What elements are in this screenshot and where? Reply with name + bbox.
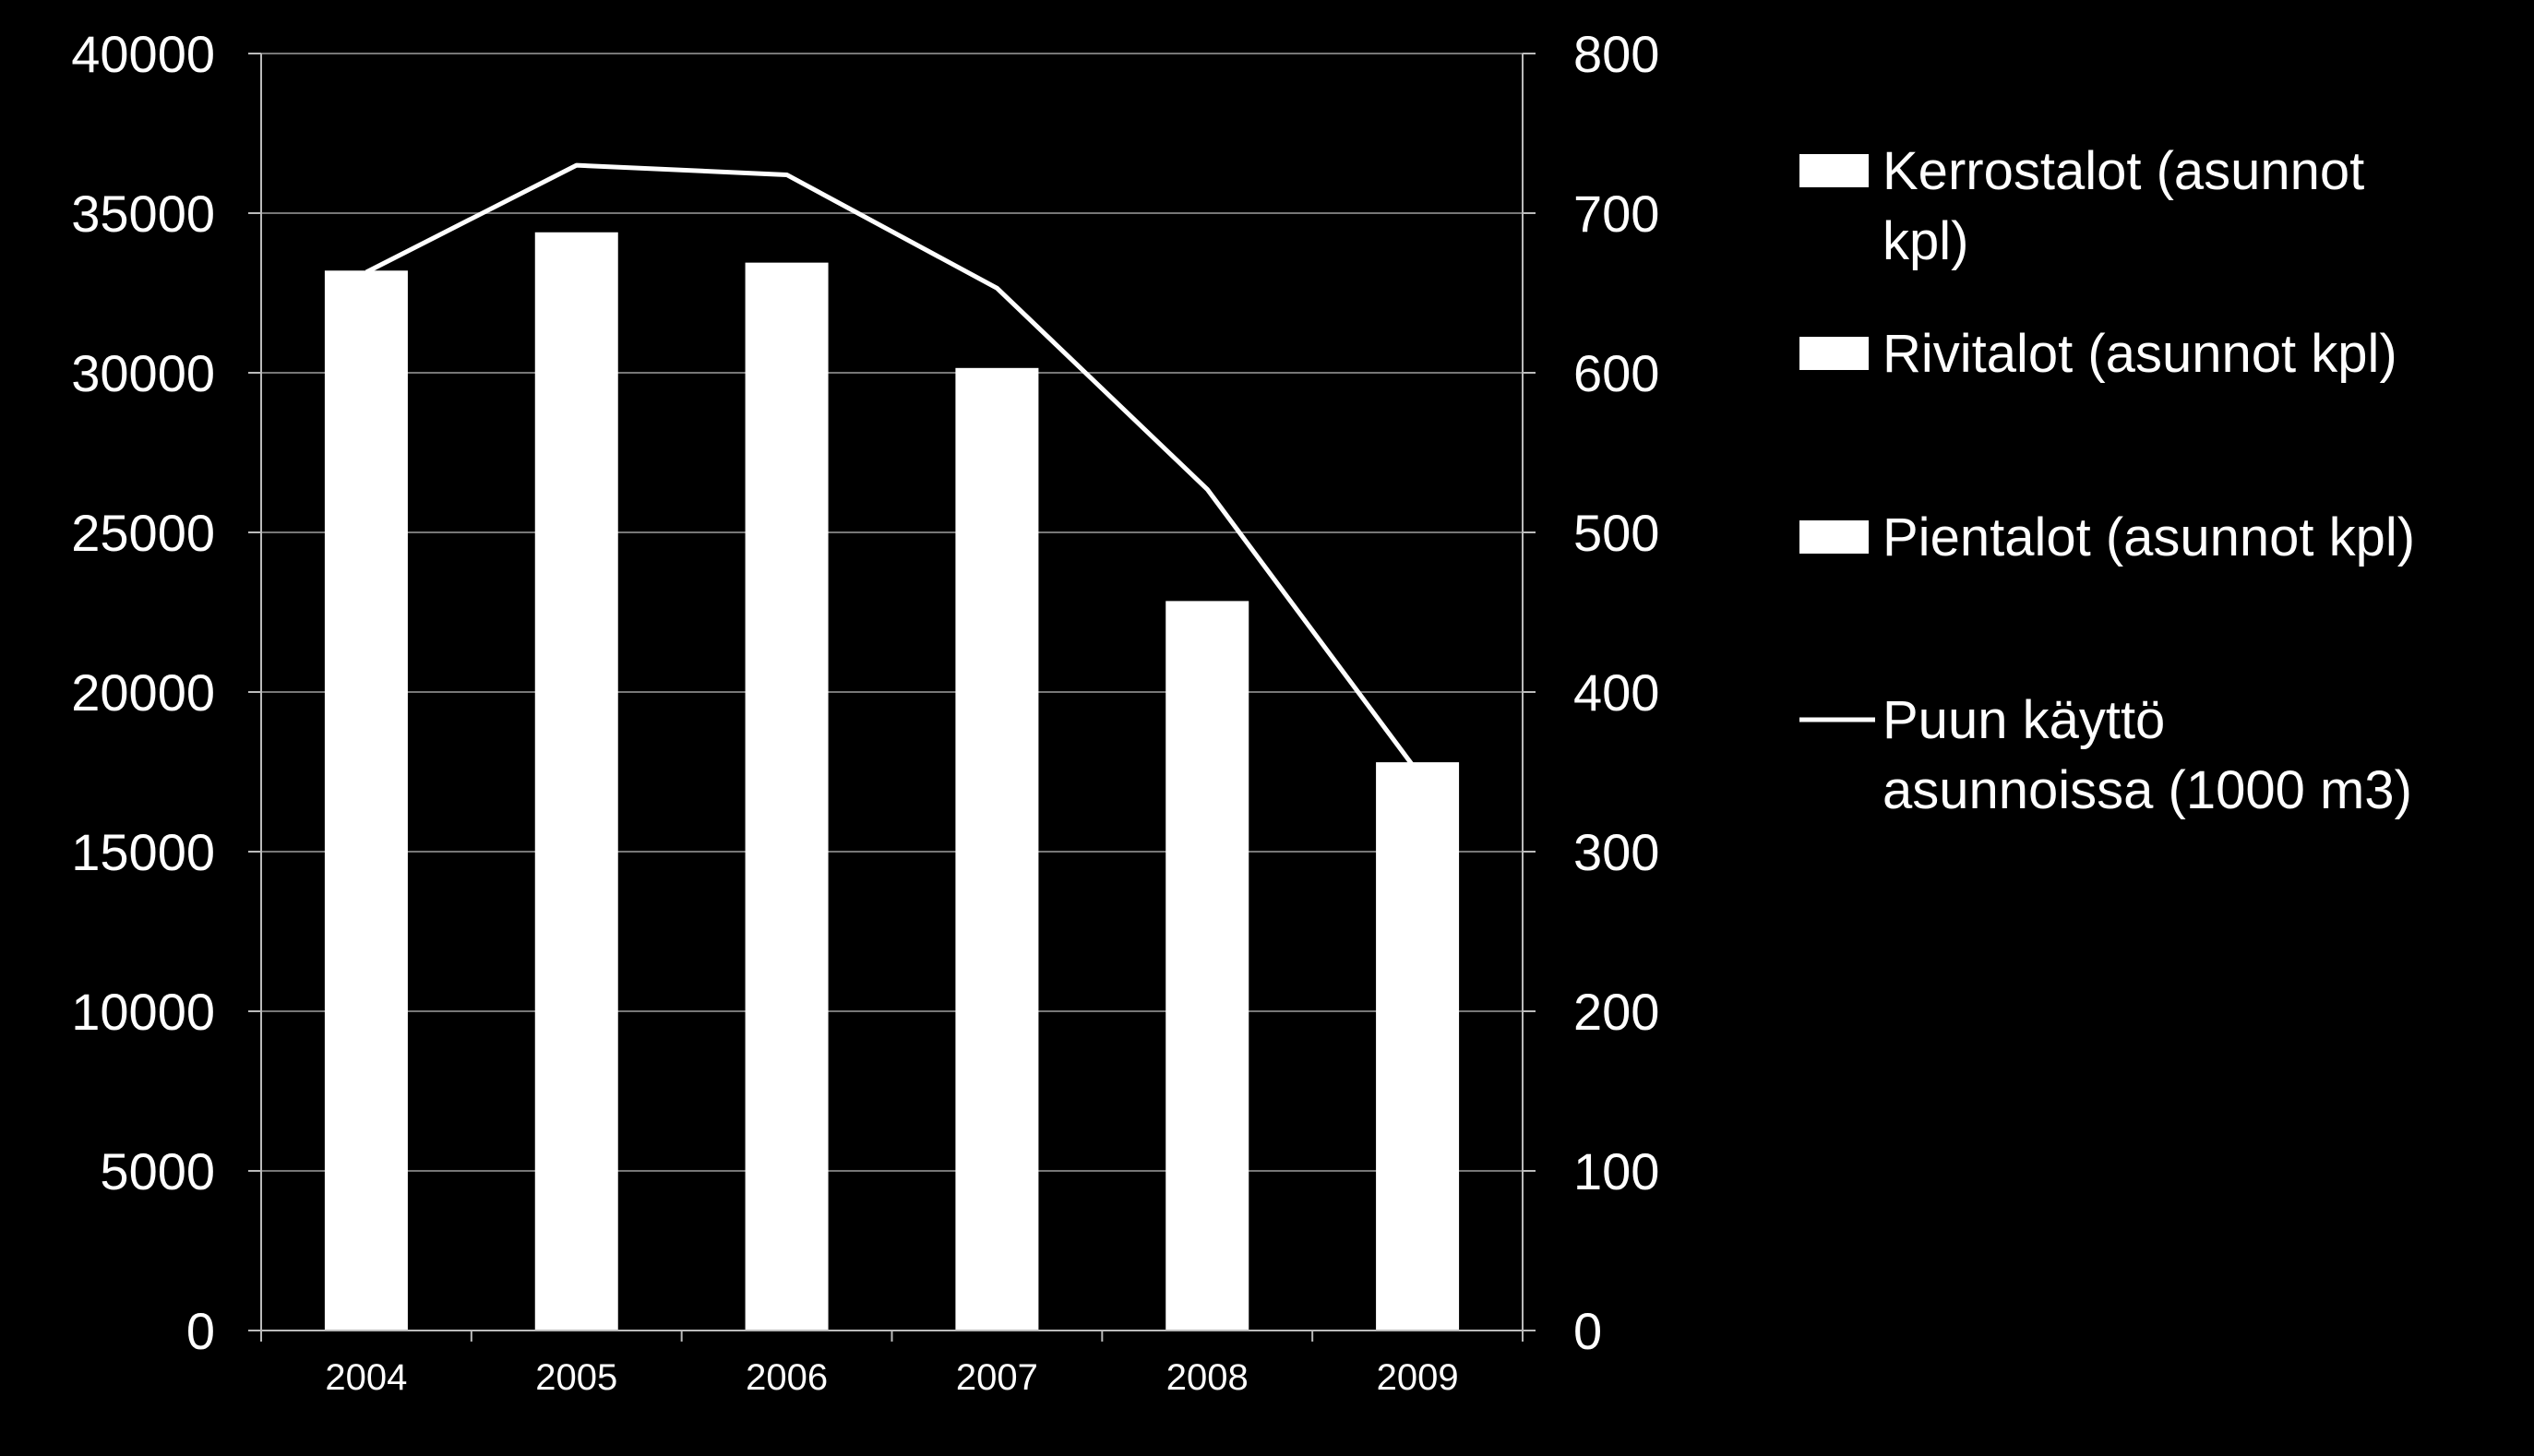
right-tick-label: 800 xyxy=(1573,25,1659,83)
right-tick-label: 500 xyxy=(1573,504,1659,562)
right-tick-label: 0 xyxy=(1573,1302,1602,1360)
left-tick-label: 30000 xyxy=(71,344,215,402)
bar xyxy=(1376,762,1460,1331)
x-tick-label: 2006 xyxy=(746,1357,828,1398)
legend-label: Puun käyttö asunnoissa (1000 m3) xyxy=(1883,690,2412,820)
bar xyxy=(534,232,618,1331)
bar-series xyxy=(324,232,1460,1331)
right-tick-label: 600 xyxy=(1573,344,1659,402)
legend-label: Pientalot (asunnot kpl) xyxy=(1883,507,2415,567)
series-line xyxy=(365,162,1420,773)
legend-item: Pientalot (asunnot kpl) xyxy=(1799,507,2415,567)
right-tick-label: 300 xyxy=(1573,823,1659,881)
right-tick-label: 700 xyxy=(1573,185,1659,243)
legend-label: Rivitalot (asunnot kpl) xyxy=(1883,324,2397,384)
legend-swatch xyxy=(1799,520,1869,554)
legend-swatch xyxy=(1799,154,1869,187)
bar xyxy=(1165,601,1249,1331)
left-tick-label: 0 xyxy=(186,1302,215,1360)
legend-item: Puun käyttö asunnoissa (1000 m3) xyxy=(1799,690,2412,820)
bar xyxy=(324,270,408,1331)
left-tick-label: 15000 xyxy=(71,823,215,881)
right-tick-label: 100 xyxy=(1573,1142,1659,1200)
x-tick-label: 2008 xyxy=(1166,1357,1249,1398)
x-tick-label: 2007 xyxy=(956,1357,1038,1398)
x-tick-label: 2005 xyxy=(535,1357,617,1398)
x-tick-label: 2009 xyxy=(1377,1357,1459,1398)
x-tick-label: 2004 xyxy=(325,1357,407,1398)
right-tick-label: 400 xyxy=(1573,663,1659,722)
left-tick-label: 10000 xyxy=(71,983,215,1041)
left-axis-ticks: 0 5000 10000 15000 20000 25000 30000 35000 40000 xyxy=(71,25,261,1360)
left-tick-label: 35000 xyxy=(71,185,215,243)
legend-label: Kerrostalot (asunnot kpl) xyxy=(1883,141,2364,271)
right-tick-label: 200 xyxy=(1573,983,1659,1041)
left-tick-label: 40000 xyxy=(71,25,215,83)
gridlines xyxy=(261,53,1523,1172)
bar xyxy=(745,262,829,1331)
bar xyxy=(955,367,1039,1331)
right-axis-ticks: 0 100 200 300 400 500 600 700 800 xyxy=(1523,25,1659,1360)
left-tick-label: 25000 xyxy=(71,504,215,562)
legend-item: Kerrostalot (asunnot kpl) xyxy=(1799,141,2364,271)
legend-item: Rivitalot (asunnot kpl) xyxy=(1799,324,2397,384)
legend-swatch xyxy=(1799,337,1869,370)
line-series xyxy=(365,162,1420,773)
legend: Kerrostalot (asunnot kpl) Rivitalot (asunn… xyxy=(1799,141,2415,820)
x-axis-ticks: 2004 2005 2006 2007 2008 2009 xyxy=(260,1331,1524,1398)
left-tick-label: 20000 xyxy=(71,663,215,722)
left-tick-label: 5000 xyxy=(100,1142,215,1200)
